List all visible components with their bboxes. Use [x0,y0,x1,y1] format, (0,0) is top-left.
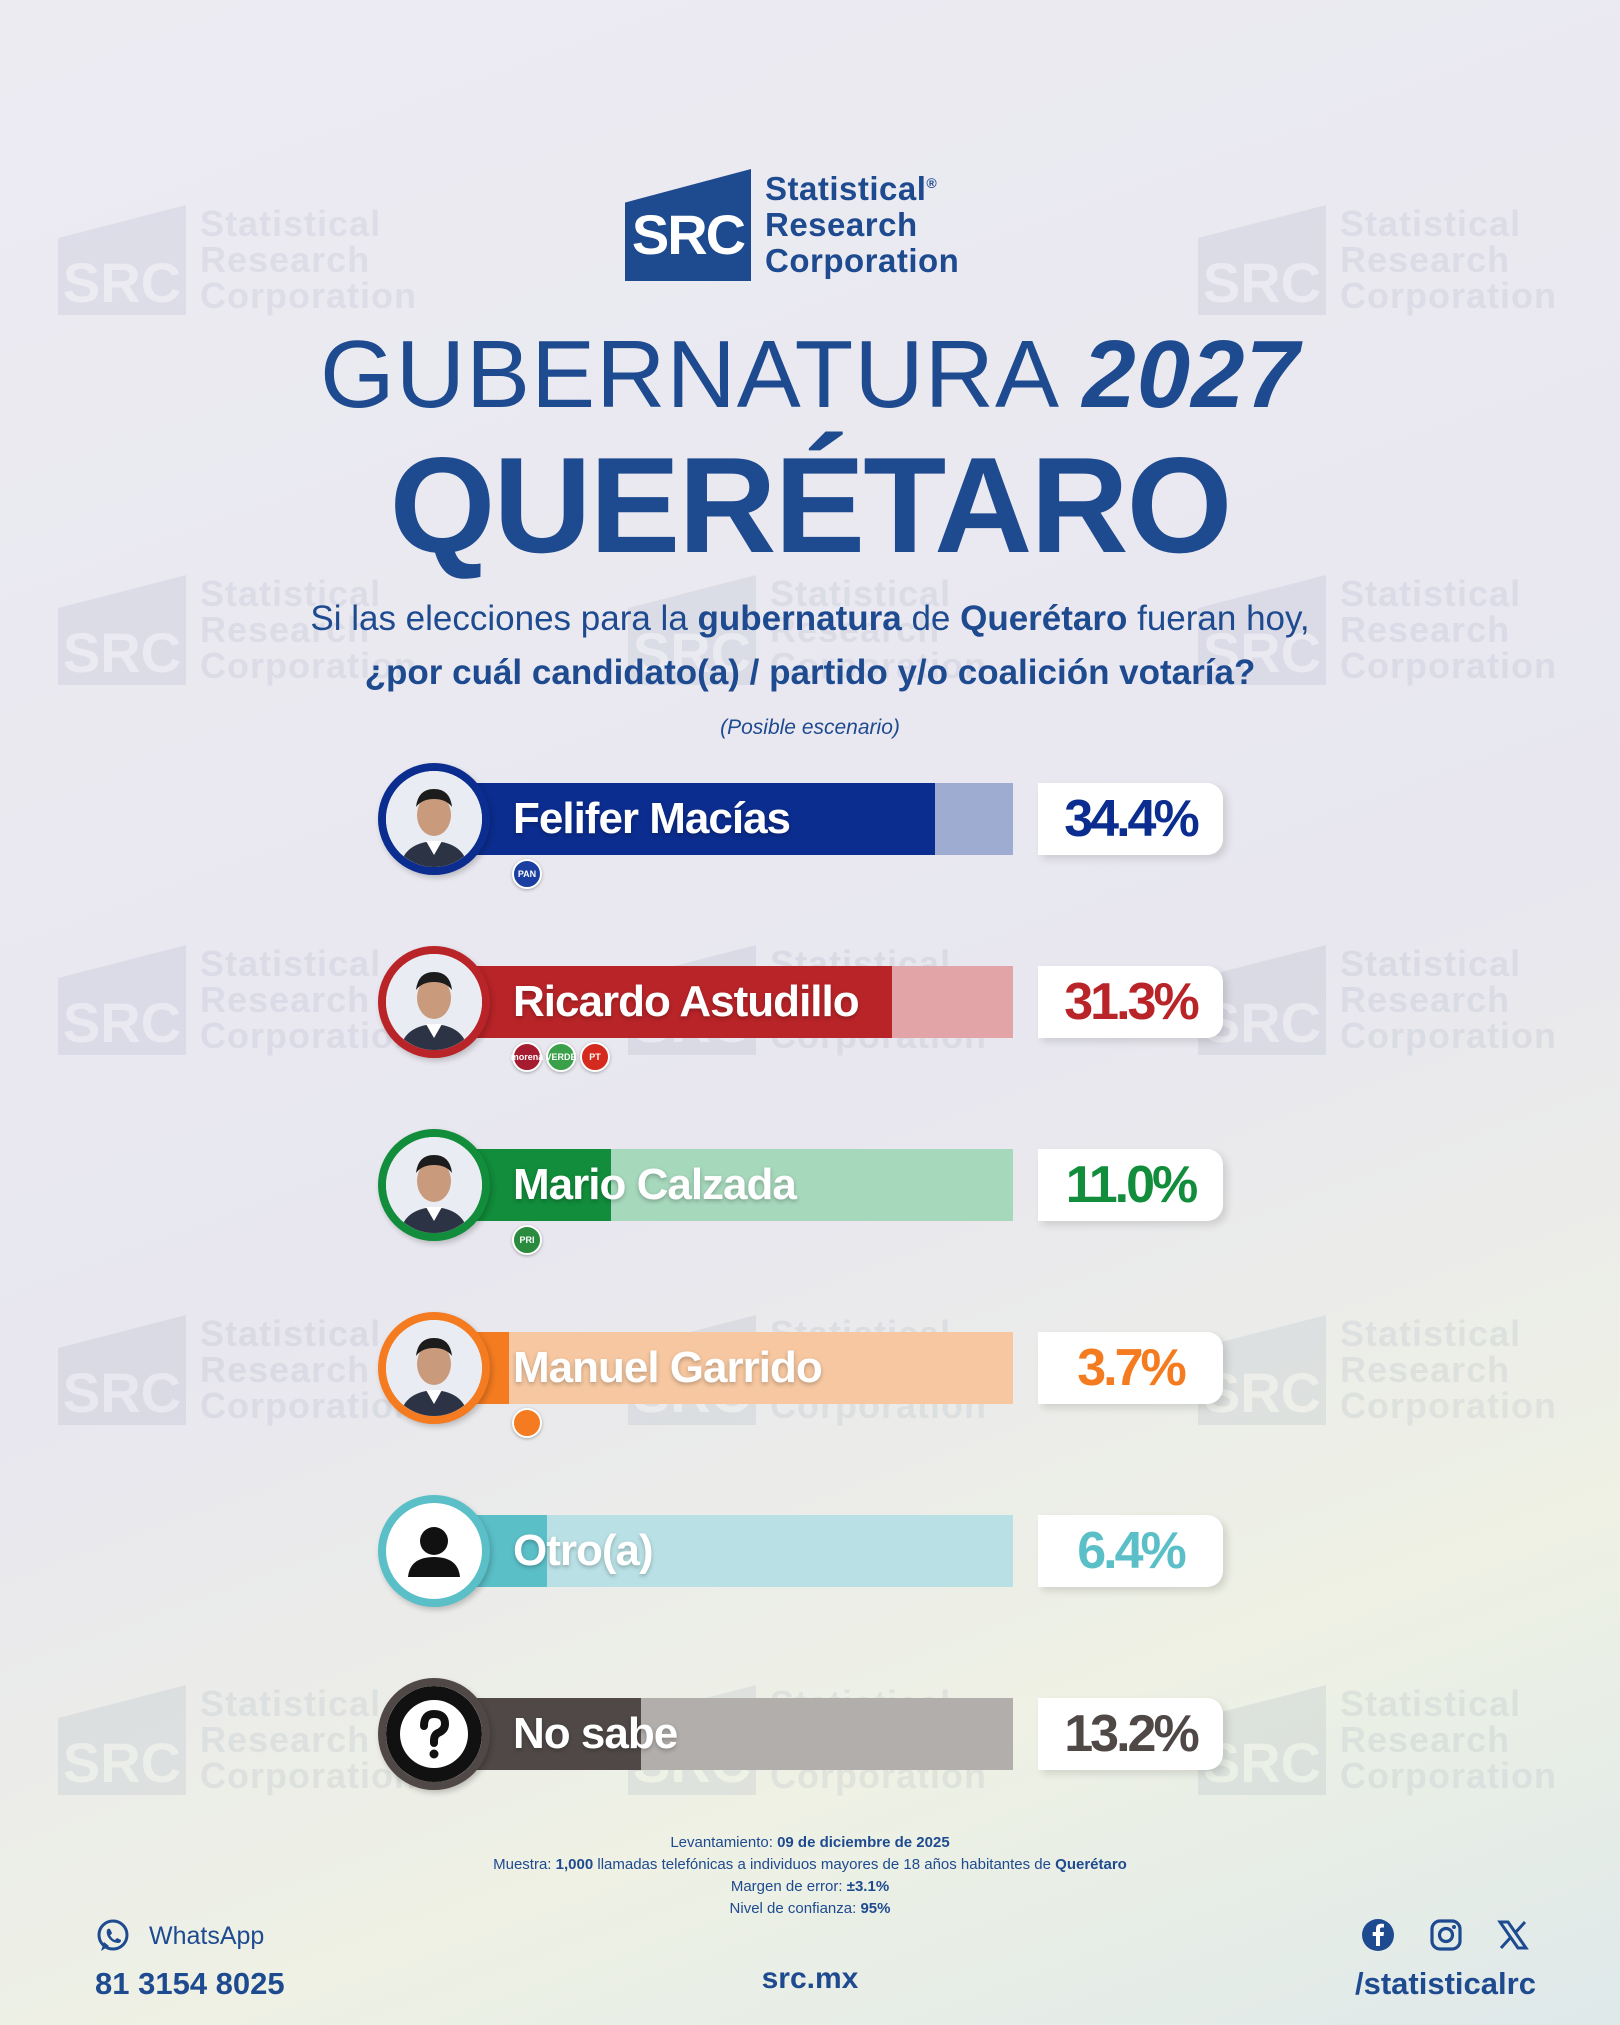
bar-row-mario-calzada: Mario Calzada 11.0% PRI [378,1129,1248,1255]
instagram-icon[interactable] [1429,1918,1463,1952]
social-links: /statisticalrc [1355,1918,1536,2002]
value-label: 31.3% [1038,966,1223,1038]
party-logo-icon-mc [512,1408,542,1438]
bar-row-felifer-macias: Felifer Macías 34.4% PAN [378,763,1248,889]
value-label: 13.2% [1038,1698,1223,1770]
party-logos: PAN [512,859,542,889]
methodology-notes: Levantamiento: 09 de diciembre de 2025 M… [493,1834,1127,1917]
party-logo-icon-pri: PRI [512,1225,542,1255]
whatsapp-label: WhatsApp [149,1921,265,1950]
value-label: 34.4% [1038,783,1223,855]
candidate-name: Manuel Garrido [513,1343,823,1392]
candidate-photo [378,1129,490,1241]
candidate-name: Felifer Macías [513,794,791,843]
src-logo: SRC Statistical® Research Corporation [625,165,959,281]
social-handle: /statisticalrc [1355,1966,1536,2001]
logo-wordmark: Statistical® Research Corporation [765,170,960,279]
question-mark-icon [378,1678,490,1790]
bar-track [458,966,1013,1038]
party-logo-icon-verde: VERDE [546,1042,577,1072]
party-logos [512,1408,542,1438]
value-label: 6.4% [1038,1515,1223,1587]
facebook-icon[interactable] [1361,1918,1395,1952]
candidate-name: Mario Calzada [513,1160,797,1209]
x-icon[interactable] [1497,1919,1529,1951]
candidate-name: No sabe [513,1709,678,1758]
party-logos: morena VERDE PT [511,1042,610,1072]
party-logo-icon-pt: PT [580,1042,610,1072]
candidate-photo [378,946,490,1058]
bar-track [458,1698,1013,1770]
logo-mark: SRC [625,169,751,281]
bar-fill-ricardo-astudillo [458,966,893,1038]
bar-fill-felifer-macias [458,783,936,855]
bar-row-otro: Otro(a) 6.4% [378,1495,1248,1620]
value-label: 3.7% [1038,1332,1223,1404]
state-title: QUERÉTARO [389,429,1233,581]
page-title: GUBERNATURA 2027 [320,321,1300,428]
whatsapp-number: 81 3154 8025 [95,1966,285,2001]
website-link[interactable]: src.mx [761,1962,859,1995]
party-logos: PRI [512,1225,542,1255]
bar-track [458,1149,1013,1221]
survey-question: Si las elecciones para la gubernatura de… [310,599,1310,692]
bar-row-no-sabe: No sabe 13.2% [378,1678,1248,1803]
candidate-name: Ricardo Astudillo [513,977,860,1026]
party-logo-icon-pan: PAN [512,859,542,889]
bar-track [458,783,1013,855]
bar-row-ricardo-astudillo: Ricardo Astudillo 31.3% morena VERDE PT [378,946,1248,1072]
candidate-photo [378,1312,490,1424]
scenario-note: (Posible escenario) [720,716,900,739]
value-label: 11.0% [1038,1149,1223,1221]
bar-row-manuel-garrido: Manuel Garrido 3.7% [378,1312,1248,1438]
party-logo-icon-morena: morena [511,1042,543,1072]
bar-track [458,1515,1013,1587]
person-icon [378,1495,490,1607]
whatsapp-icon [97,1919,129,1951]
candidate-photo [378,763,490,875]
whatsapp-contact[interactable]: WhatsApp 81 3154 8025 [95,1918,285,2002]
candidate-name: Otro(a) [513,1526,654,1575]
